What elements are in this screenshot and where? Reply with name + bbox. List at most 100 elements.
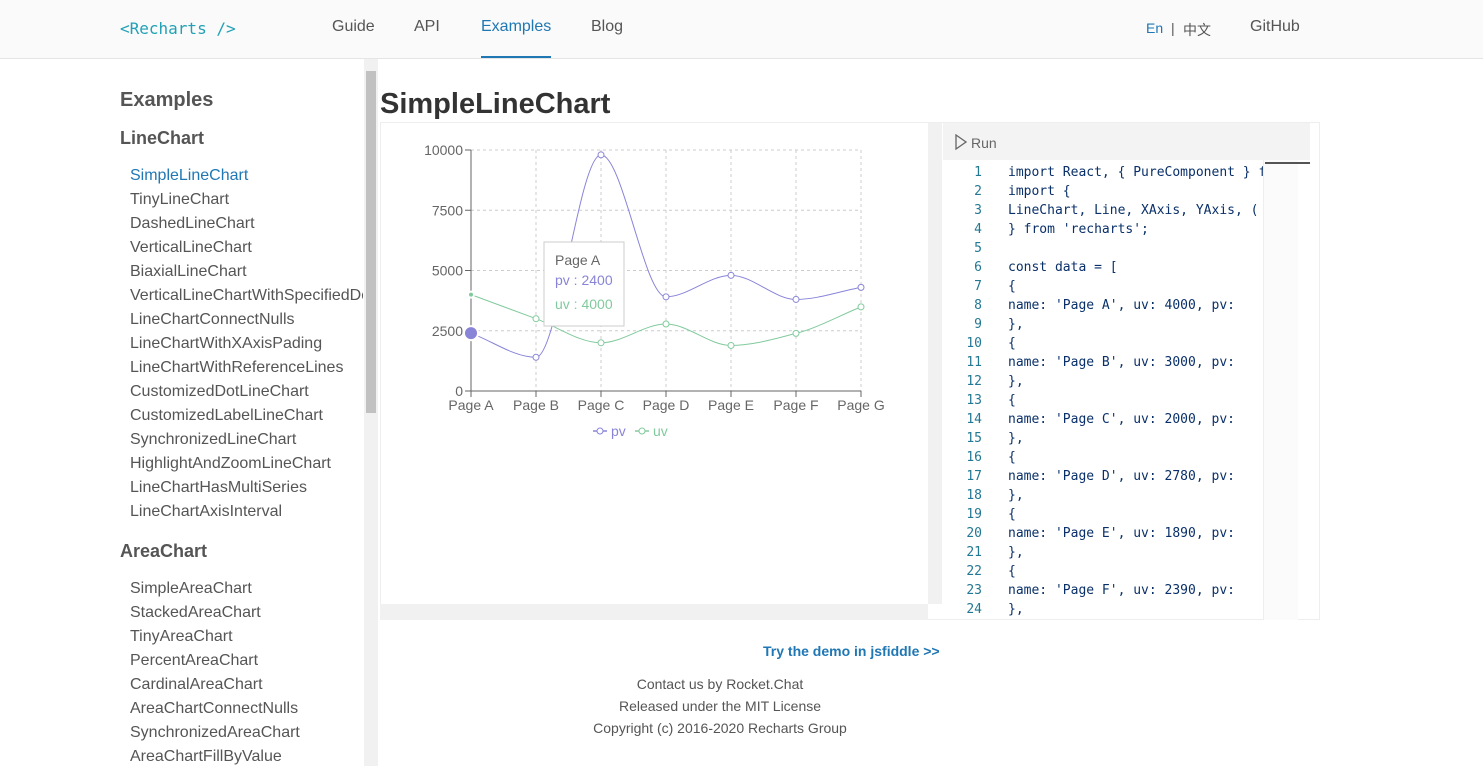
sidebar-link[interactable]: LineChartWithReferenceLines (130, 359, 344, 376)
nav-link[interactable]: Examples (481, 18, 552, 35)
code-line: { (1008, 564, 1016, 579)
sidebar-link[interactable]: BiaxialLineChart (130, 263, 247, 280)
sidebar-link[interactable]: StackedAreaChart (130, 604, 261, 621)
lang-zh[interactable]: 中文 (1183, 22, 1211, 38)
sidebar-link[interactable]: CustomizedDotLineChart (130, 383, 309, 400)
legend-icon (638, 427, 646, 435)
sidebar: Examples LineChart SimpleLineChart TinyLin… (0, 59, 378, 766)
code-line: { (1008, 279, 1016, 294)
sidebar-link[interactable]: LineChartConnectNulls (130, 311, 295, 328)
group-title: LineChart (120, 128, 205, 148)
sidebar-link[interactable]: AreaChartFillByValue (130, 748, 282, 765)
x-tick-label: Page A (448, 397, 494, 413)
code-line: name: 'Page B', uv: 3000, pv: (1008, 355, 1235, 370)
dot (792, 329, 800, 337)
line-number: 19 (966, 507, 982, 522)
x-tick-label: Page F (773, 397, 818, 413)
x-tick-label: Page B (513, 397, 559, 413)
legend-label: uv (653, 423, 668, 439)
line-number: 12 (966, 374, 982, 389)
x-tick-label: Page D (643, 397, 690, 413)
sidebar-link[interactable]: SimpleLineChart (130, 167, 249, 184)
sidebar-link[interactable]: AreaChartConnectNulls (130, 700, 299, 717)
footer-text: Released under the MIT License (618, 698, 822, 714)
code-line: name: 'Page C', uv: 2000, pv: (1008, 412, 1235, 427)
code-line: } from 'recharts'; (1008, 222, 1149, 237)
sidebar-link[interactable]: PercentAreaChart (130, 652, 259, 669)
nav-link[interactable]: Guide (332, 18, 375, 35)
line-number: 14 (966, 412, 982, 427)
line-number: 22 (966, 564, 982, 579)
sidebar-link[interactable]: CardinalAreaChart (130, 676, 263, 693)
line-number: 6 (974, 260, 982, 275)
sidebar-link[interactable]: VerticalLineChart (130, 239, 252, 256)
h-scrollbar[interactable] (380, 604, 928, 620)
line-number: 4 (974, 222, 982, 237)
sidebar-title: Examples (120, 89, 214, 111)
nav-active-underline (481, 56, 551, 58)
nav-link[interactable]: API (414, 18, 440, 35)
line-number: 9 (974, 317, 982, 332)
sidebar-link[interactable]: CustomizedLabelLineChart (130, 407, 323, 424)
code-line: name: 'Page E', uv: 1890, pv: (1008, 526, 1235, 541)
lang-separator: | (1171, 20, 1175, 36)
lang-en[interactable]: En (1146, 20, 1164, 36)
v-scrollbar[interactable] (928, 123, 942, 604)
code-line: }, (1008, 488, 1024, 503)
sidebar-link[interactable]: TinyAreaChart (130, 628, 233, 645)
code-line: const data = [ (1008, 260, 1118, 275)
sidebar-link[interactable]: LineChartHasMultiSeries (130, 479, 307, 496)
sidebar-link[interactable]: SimpleAreaChart (130, 580, 252, 597)
run-button[interactable]: Run (971, 135, 997, 151)
line-number: 8 (974, 298, 982, 313)
sidebar-link[interactable]: LineChartAxisInterval (130, 503, 283, 520)
dot (662, 320, 670, 328)
minimap-slider[interactable] (1265, 162, 1310, 164)
x-tick-label: Page E (708, 397, 754, 413)
header: <Recharts /> En | 中文 GitHub Guide API Exam… (0, 0, 1483, 59)
line-number: 17 (966, 469, 982, 484)
line-number: 23 (966, 583, 982, 598)
logo[interactable]: <Recharts /> (120, 19, 236, 38)
line-number: 2 (974, 184, 982, 199)
run-icon[interactable] (954, 134, 968, 150)
line-number: 1 (974, 165, 982, 180)
line-number: 5 (974, 241, 982, 256)
x-tick-label: Page C (578, 397, 625, 413)
code-line: import React, { PureComponent } f (1008, 165, 1263, 180)
dot (597, 339, 605, 347)
code-line: { (1008, 450, 1016, 465)
code-line: name: 'Page D', uv: 2780, pv: (1008, 469, 1235, 484)
active-dot (463, 325, 479, 342)
sidebar-link[interactable]: DashedLineChart (130, 215, 255, 232)
code-line: name: 'Page A', uv: 4000, pv: (1008, 298, 1235, 313)
line-number: 15 (966, 431, 982, 446)
nav-link[interactable]: Blog (591, 18, 624, 35)
dot (857, 303, 865, 311)
github-link[interactable]: GitHub (1250, 18, 1300, 35)
dot (792, 295, 800, 303)
code-line: }, (1008, 545, 1024, 560)
sidebar-link[interactable]: HighlightAndZoomLineChart (130, 455, 331, 472)
sidebar-link[interactable]: SynchronizedAreaChart (130, 724, 300, 741)
footer-text: Contact us by Rocket.Chat (636, 676, 804, 692)
sidebar-link[interactable]: TinyLineChart (130, 191, 230, 208)
legend-icon (596, 427, 604, 435)
scrollbar[interactable] (364, 59, 378, 766)
line-number: 7 (974, 279, 982, 294)
code-line: }, (1008, 431, 1024, 446)
line-number: 16 (966, 450, 982, 465)
sidebar-link[interactable]: VerticalLineChartWithSpecifiedDomain (130, 287, 363, 304)
y-tick-label: 5000 (432, 263, 463, 279)
code-line: LineChart, Line, XAxis, YAxis, ( (1008, 203, 1259, 218)
y-tick-label: 7500 (432, 202, 463, 218)
sidebar-link[interactable]: LineChartWithXAxisPading (130, 335, 323, 352)
group-title: AreaChart (120, 541, 208, 561)
jsfiddle-link[interactable]: Try the demo in jsfiddle >> (763, 643, 940, 659)
active-dot (467, 290, 475, 299)
y-tick-label: 2500 (432, 323, 463, 339)
legend-label: pv (611, 423, 626, 439)
line-number: 21 (966, 545, 982, 560)
footer-text: Copyright (c) 2016-2020 Recharts Group (593, 720, 847, 736)
sidebar-link[interactable]: SynchronizedLineChart (130, 431, 297, 448)
